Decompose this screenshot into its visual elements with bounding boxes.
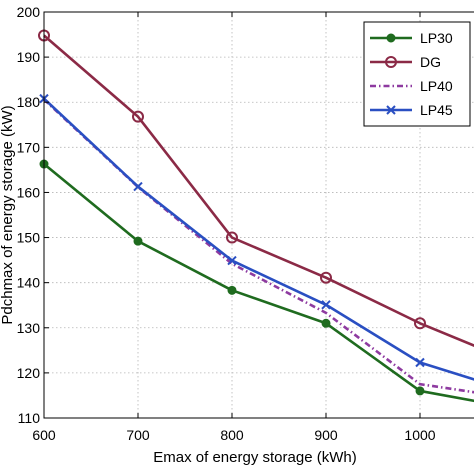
x-tick-label: 900 bbox=[314, 427, 338, 443]
series-dg-point bbox=[132, 110, 144, 123]
series-lp45-x-stroke bbox=[321, 300, 331, 310]
y-tick-label: 160 bbox=[17, 184, 41, 200]
legend-lp40: LP40 bbox=[370, 78, 453, 94]
legend-lp40-label: LP40 bbox=[420, 78, 453, 94]
series-lp45-point bbox=[415, 357, 425, 368]
legend-dg: DG bbox=[370, 54, 441, 70]
series-lp30-line bbox=[43, 163, 474, 403]
series-lp40 bbox=[43, 98, 474, 394]
series-lp30 bbox=[39, 159, 474, 403]
axis-ticks bbox=[43, 11, 421, 419]
series-lp30-point bbox=[415, 386, 425, 396]
plot-frame bbox=[43, 11, 474, 419]
x-tick-label: 800 bbox=[220, 427, 244, 443]
y-tick-label: 140 bbox=[17, 275, 41, 291]
legend-lp30-label: LP30 bbox=[420, 30, 453, 46]
y-tick-label: 190 bbox=[17, 49, 41, 65]
y-tick-label: 200 bbox=[17, 4, 41, 20]
series-lp30-point bbox=[321, 318, 331, 328]
y-tick-label: 180 bbox=[17, 94, 41, 110]
legend-lp45-label: LP45 bbox=[420, 102, 453, 118]
series-lp45-x-stroke bbox=[415, 357, 425, 368]
x-tick-label: 700 bbox=[126, 427, 150, 443]
y-tick-label: 120 bbox=[17, 365, 41, 381]
series-lp45-point bbox=[321, 300, 331, 310]
x-tick-label: 600 bbox=[32, 427, 56, 443]
series-lp30-point bbox=[227, 285, 237, 295]
legend-lp45: LP45 bbox=[370, 102, 453, 118]
legend-box bbox=[363, 21, 471, 127]
tick-labels: 6007008009001000110011012013014015016017… bbox=[17, 4, 436, 443]
series-lp40-line bbox=[43, 98, 474, 394]
series-dg-line bbox=[43, 34, 474, 347]
legend-lp30: LP30 bbox=[370, 30, 453, 46]
series-layer bbox=[38, 29, 474, 403]
x-axis-label: Emax of energy storage (kWh) bbox=[153, 449, 356, 466]
legend: LP30 DG LP40 LP45 bbox=[363, 21, 471, 127]
series-lp45-x-stroke bbox=[227, 255, 237, 266]
y-tick-label: 130 bbox=[17, 320, 41, 336]
y-tick-label: 170 bbox=[17, 139, 41, 155]
x-tick-label: 1000 bbox=[404, 427, 435, 443]
series-lp45-x-stroke bbox=[133, 181, 143, 192]
series-lp45-line bbox=[43, 97, 474, 381]
legend-lp30-point bbox=[386, 33, 396, 43]
legend-lp45-x-stroke bbox=[386, 105, 396, 115]
legend-lp45-point bbox=[386, 105, 396, 115]
series-lp45-point bbox=[133, 181, 143, 192]
series-lp45 bbox=[39, 93, 474, 381]
y-tick-label: 110 bbox=[18, 410, 41, 426]
legend-dg-label: DG bbox=[420, 54, 441, 70]
series-lp45-point bbox=[227, 255, 237, 266]
series-dg-point bbox=[320, 271, 332, 284]
legend-dg-point bbox=[385, 56, 397, 68]
series-dg-point bbox=[414, 317, 426, 330]
series-dg-point bbox=[226, 231, 238, 244]
y-axis-label: Pdchmax of energy storage (kW) bbox=[0, 105, 16, 324]
series-lp30-point bbox=[133, 236, 143, 246]
y-tick-label: 150 bbox=[17, 230, 41, 246]
